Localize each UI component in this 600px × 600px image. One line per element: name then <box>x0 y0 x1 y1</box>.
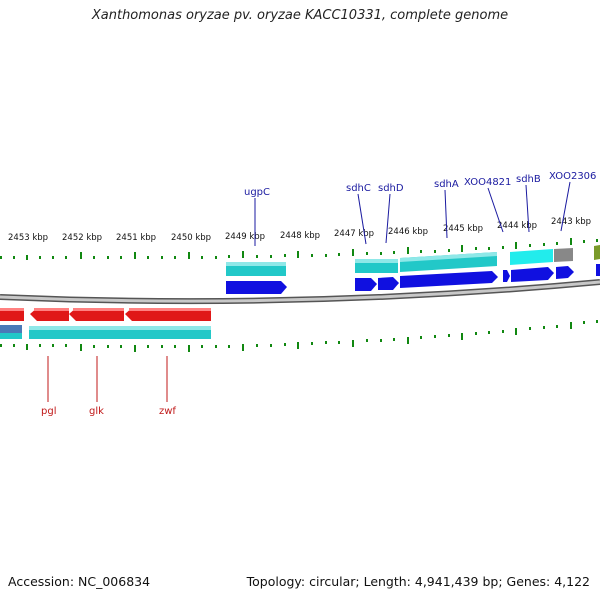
gene-label-sdhd: sdhD <box>378 183 404 194</box>
genome-summary-text: Topology: circular; Length: 4,941,439 bp… <box>246 574 590 589</box>
cds-block <box>554 248 573 262</box>
gene-label-sdhb: sdhB <box>516 174 541 185</box>
gene-zwf <box>125 308 211 321</box>
cds-block <box>0 333 22 339</box>
top-gene-labels: ugpC sdhC sdhD sdhA XOO4821 sdhB XOO2306 <box>244 171 596 198</box>
gene-glk <box>69 308 124 321</box>
cds-block <box>355 259 398 263</box>
reverse-gene-track[interactable] <box>0 308 211 321</box>
cds-block <box>594 245 600 260</box>
gene-xoo4821 <box>503 270 510 282</box>
bottom-leader-lines <box>47 356 168 402</box>
bottom-gene-labels: pgl glk zwf <box>41 406 176 417</box>
gene-partial <box>596 264 600 276</box>
kbp-label: 2443 kbp <box>551 217 591 227</box>
gene-label-xoo4821: XOO4821 <box>464 177 511 188</box>
kbp-label: 2452 kbp <box>62 233 102 243</box>
cds-block <box>29 326 211 330</box>
gene-ugpc <box>226 281 287 294</box>
gene-label-xoo2306: XOO2306 <box>549 171 596 182</box>
map-title: Xanthomonas oryzae pv. oryzae KACC10331,… <box>91 8 509 23</box>
cds-block <box>510 249 553 265</box>
kbp-label: 2450 kbp <box>171 233 211 243</box>
forward-gene-track[interactable] <box>226 264 600 294</box>
kbp-label: 2446 kbp <box>388 227 428 237</box>
upper-tick-track <box>0 238 598 260</box>
forward-cds-track <box>226 245 600 276</box>
cds-block <box>400 252 497 262</box>
gene-xoo2306 <box>556 266 574 279</box>
cds-block <box>226 262 286 266</box>
accession-text: Accession: NC_006834 <box>8 574 151 589</box>
gene-pgl <box>30 308 69 321</box>
kbp-labels: 2453 kbp 2452 kbp 2451 kbp 2450 kbp 2449… <box>8 217 591 243</box>
kbp-label: 2444 kbp <box>497 221 537 231</box>
kbp-label: 2449 kbp <box>225 232 265 242</box>
gene-sdha <box>400 271 498 288</box>
kbp-label: 2453 kbp <box>8 233 48 243</box>
gene-label-sdha: sdhA <box>434 179 459 190</box>
cds-block <box>0 325 22 333</box>
gene-label-sdhc: sdhC <box>346 183 371 194</box>
kbp-label: 2445 kbp <box>443 224 483 234</box>
top-leader-lines <box>254 181 571 246</box>
gene-partial-left <box>0 308 24 321</box>
kbp-label: 2447 kbp <box>334 229 374 239</box>
gene-label-pgl: pgl <box>41 406 56 417</box>
genome-backbone <box>0 279 600 305</box>
reverse-gene-highlights <box>0 308 211 311</box>
lower-tick-track <box>0 320 598 352</box>
reverse-cds-track <box>0 325 211 339</box>
gene-label-zwf: zwf <box>159 406 176 417</box>
kbp-label: 2451 kbp <box>116 233 156 243</box>
gene-sdhb <box>511 267 554 282</box>
gene-label-ugpc: ugpC <box>244 187 270 198</box>
kbp-label: 2448 kbp <box>280 231 320 241</box>
gene-sdhd <box>378 277 399 290</box>
gene-sdhc <box>355 278 377 291</box>
gene-label-glk: glk <box>89 406 104 417</box>
